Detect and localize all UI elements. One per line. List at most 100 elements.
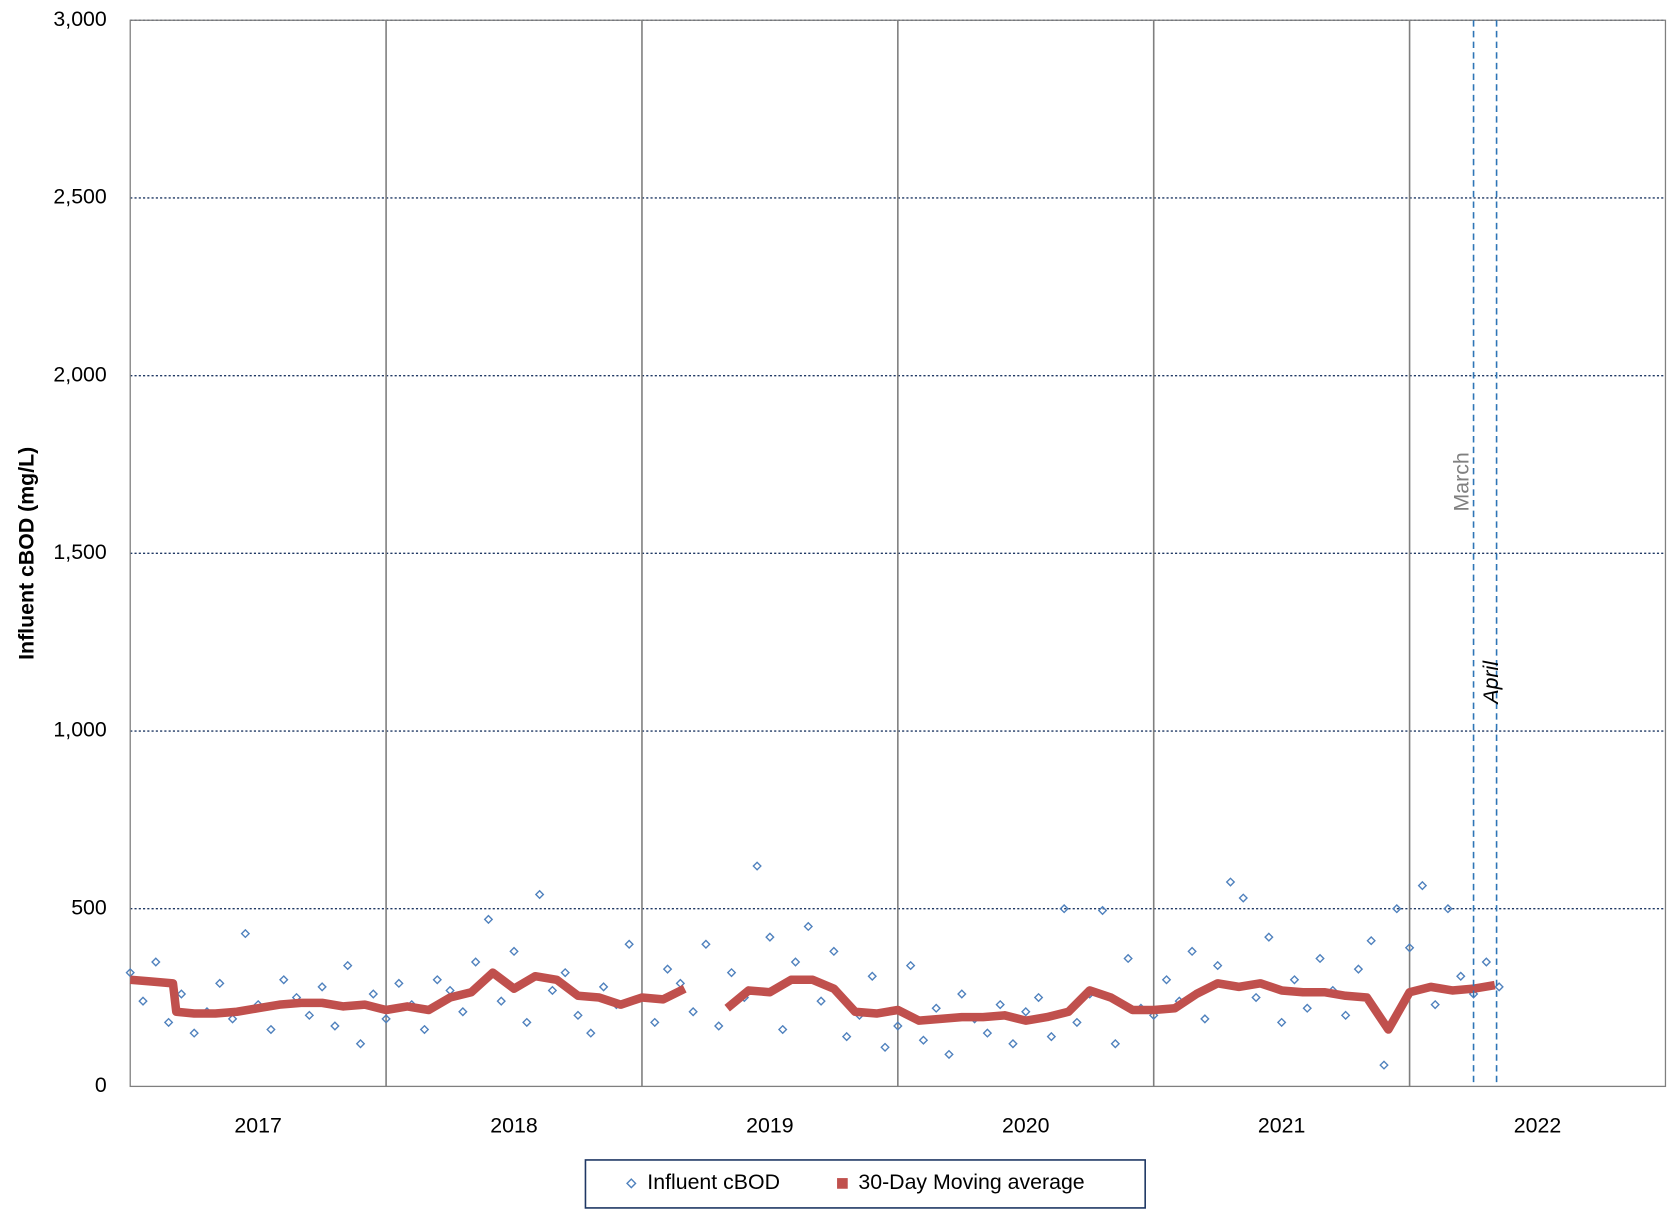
data-point bbox=[624, 939, 634, 949]
plot-frame bbox=[129, 19, 1667, 1088]
data-point bbox=[1187, 946, 1197, 957]
data-point bbox=[1276, 1017, 1287, 1028]
data-point bbox=[470, 957, 481, 967]
x-tick-label: 2022 bbox=[1514, 1114, 1561, 1138]
data-point bbox=[1238, 893, 1248, 903]
data-point bbox=[330, 1021, 340, 1031]
x-tick-label: 2021 bbox=[1258, 1114, 1305, 1138]
data-point bbox=[829, 946, 839, 957]
annotation-label: April bbox=[1479, 660, 1503, 706]
data-point bbox=[1200, 1014, 1210, 1024]
data-point bbox=[1264, 932, 1274, 942]
x-tick-label: 2020 bbox=[1002, 1114, 1050, 1138]
data-point bbox=[240, 928, 251, 939]
data-point bbox=[598, 982, 609, 992]
data-point bbox=[483, 914, 494, 925]
data-point bbox=[1008, 1039, 1018, 1049]
data-point bbox=[867, 971, 877, 981]
data-point bbox=[765, 932, 775, 942]
moving-average-line bbox=[129, 968, 687, 1018]
data-point bbox=[458, 1007, 468, 1017]
legend-box bbox=[584, 1159, 1146, 1209]
data-point bbox=[560, 967, 570, 978]
legend-marker bbox=[837, 1178, 848, 1189]
data-point bbox=[918, 1035, 929, 1045]
data-point bbox=[1430, 999, 1440, 1010]
data-point bbox=[1340, 1010, 1351, 1021]
data-point bbox=[905, 960, 916, 971]
data-point bbox=[1379, 1060, 1389, 1070]
data-point bbox=[688, 1007, 698, 1017]
data-point bbox=[419, 1024, 430, 1035]
data-point bbox=[1392, 903, 1402, 914]
data-point bbox=[496, 996, 506, 1006]
y-tick-label: 2,500 bbox=[53, 185, 106, 209]
data-point bbox=[662, 964, 673, 974]
data-point bbox=[957, 989, 967, 999]
data-point bbox=[355, 1039, 366, 1049]
data-point bbox=[650, 1017, 660, 1028]
data-point bbox=[189, 1028, 199, 1038]
data-point bbox=[381, 1014, 391, 1024]
data-point bbox=[573, 1010, 583, 1021]
data-point bbox=[138, 996, 148, 1006]
data-point bbox=[266, 1024, 276, 1035]
data-point bbox=[995, 999, 1005, 1010]
data-point bbox=[726, 967, 737, 978]
legend-label: Influent cBOD bbox=[647, 1170, 780, 1194]
data-point bbox=[176, 989, 187, 999]
legend-marker bbox=[626, 1178, 637, 1189]
data-point bbox=[982, 1028, 993, 1038]
data-point bbox=[931, 1003, 941, 1013]
data-point bbox=[752, 861, 762, 871]
data-point bbox=[1161, 975, 1172, 985]
data-point bbox=[394, 978, 404, 989]
x-tick-label: 2017 bbox=[234, 1114, 281, 1138]
y-tick-label: 0 bbox=[95, 1073, 107, 1097]
data-point bbox=[1110, 1039, 1121, 1049]
y-tick-label: 500 bbox=[71, 895, 107, 919]
data-point bbox=[1443, 903, 1453, 914]
data-point bbox=[1315, 953, 1325, 964]
data-point bbox=[944, 1049, 954, 1060]
data-point bbox=[522, 1017, 532, 1028]
data-point bbox=[151, 957, 161, 967]
data-point bbox=[1097, 905, 1108, 916]
data-point bbox=[880, 1042, 890, 1053]
data-point bbox=[1366, 935, 1376, 946]
legend-label: 30-Day Moving average bbox=[858, 1170, 1084, 1194]
x-tick-label: 2018 bbox=[490, 1114, 537, 1138]
data-point bbox=[304, 1010, 315, 1021]
data-point bbox=[1021, 1007, 1031, 1017]
moving-average-line bbox=[724, 975, 1496, 1034]
y-tick-label: 3,000 bbox=[53, 7, 106, 31]
y-tick-label: 2,000 bbox=[53, 362, 106, 386]
data-point bbox=[841, 1031, 852, 1042]
data-point bbox=[547, 985, 558, 996]
y-tick-label: 1,000 bbox=[53, 718, 106, 742]
annotation-label: March bbox=[1450, 452, 1474, 511]
y-tick-label: 1,500 bbox=[53, 540, 106, 564]
data-point bbox=[1289, 975, 1300, 985]
data-point bbox=[215, 978, 225, 989]
data-point bbox=[1072, 1017, 1082, 1028]
data-point bbox=[368, 989, 379, 999]
data-point bbox=[701, 939, 711, 949]
data-point bbox=[893, 1021, 903, 1031]
data-point bbox=[125, 967, 135, 978]
data-point bbox=[1404, 943, 1415, 953]
data-point bbox=[1225, 877, 1236, 887]
data-point bbox=[227, 1014, 238, 1024]
data-point bbox=[1417, 880, 1428, 891]
data-point bbox=[714, 1021, 724, 1031]
data-point bbox=[342, 960, 353, 971]
data-point bbox=[1353, 964, 1364, 974]
data-point bbox=[432, 975, 442, 985]
data-point bbox=[586, 1028, 596, 1038]
x-tick-label: 2019 bbox=[746, 1114, 793, 1138]
data-point bbox=[1033, 992, 1044, 1003]
data-point bbox=[534, 889, 545, 900]
data-point bbox=[279, 975, 289, 985]
data-point bbox=[777, 1024, 788, 1035]
